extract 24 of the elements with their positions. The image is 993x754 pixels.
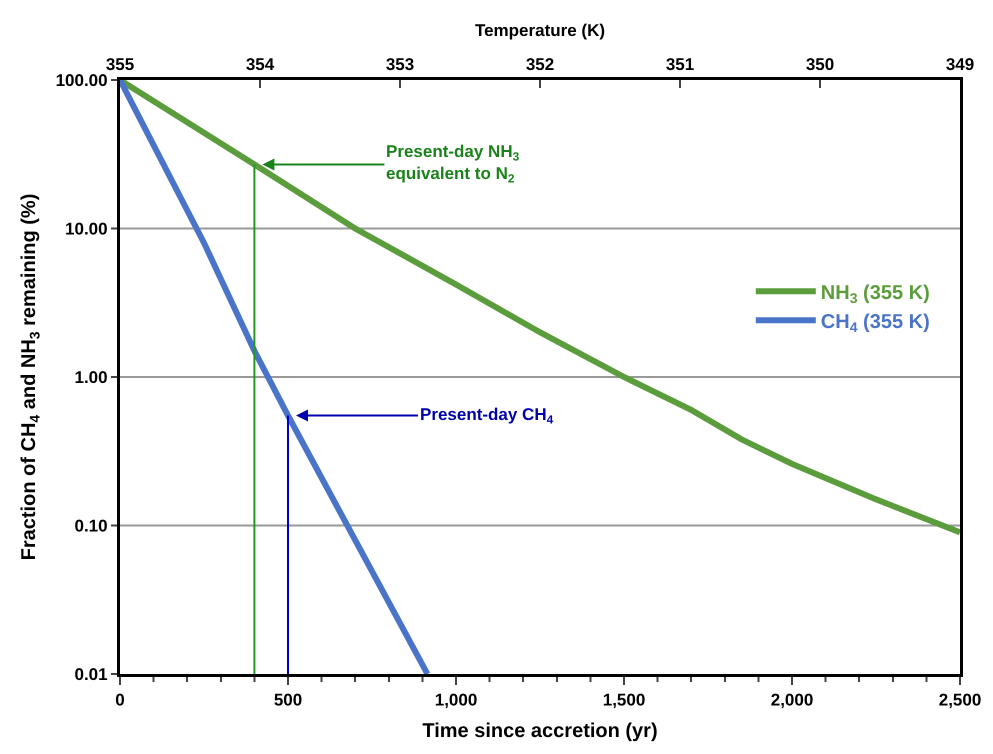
y-tick-label: 10.00 xyxy=(65,219,108,238)
x-tick-label: 2,500 xyxy=(938,690,982,710)
y-tick-label: 1.00 xyxy=(74,368,108,387)
annotation: Present-day CH$_{4}$ xyxy=(420,405,554,427)
x2-tick-label: 354 xyxy=(246,55,275,74)
annotation: Present-day NH$_{3}$ equivalent to N$_{2}$ xyxy=(386,142,520,186)
y-tick-label: 0.10 xyxy=(74,516,108,536)
x2-axis-title: Temperature (K) xyxy=(474,20,606,40)
y-tick-label: 100.00 xyxy=(56,70,108,90)
legend-label: NH$_{3}$ (355 K) xyxy=(820,282,930,306)
legend-label: CH$_{4}$ (355 K) xyxy=(820,311,930,336)
x2-tick-label: 355 xyxy=(106,55,134,74)
x-tick-label: 1,500 xyxy=(602,690,646,710)
x2-tick-label: 351 xyxy=(666,55,694,74)
x-tick-label: 1,000 xyxy=(434,690,478,710)
x-tick-label: 2,000 xyxy=(770,690,814,710)
x-tick-label: 0 xyxy=(115,690,125,710)
x2-tick-label: 353 xyxy=(386,55,414,74)
x2-tick-label: 352 xyxy=(526,55,554,74)
x-tick-label: 500 xyxy=(274,690,302,710)
x-axis-title: Time since accretion (yr) xyxy=(422,720,658,742)
x2-tick-label: 349 xyxy=(946,55,974,74)
y-tick-label: 0.01 xyxy=(74,664,108,684)
x2-tick-label: 350 xyxy=(806,55,834,74)
